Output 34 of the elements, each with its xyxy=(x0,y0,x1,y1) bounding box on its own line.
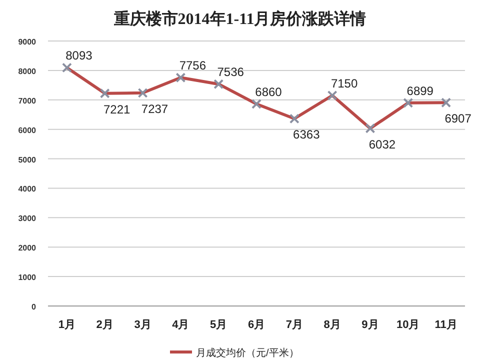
data-label: 6899 xyxy=(406,84,434,98)
y-tick-label: 6000 xyxy=(18,126,37,135)
data-label: 7536 xyxy=(217,65,244,80)
data-label: 6032 xyxy=(368,137,396,152)
x-tick-label: 7月 xyxy=(286,319,303,331)
y-tick-label: 8000 xyxy=(18,66,37,76)
data-label: 6860 xyxy=(255,85,282,100)
data-label: 6907 xyxy=(444,112,472,126)
data-label: 7221 xyxy=(104,102,131,116)
data-label: 8093 xyxy=(66,48,93,63)
data-label: 7150 xyxy=(330,76,358,90)
x-tick-label: 10月 xyxy=(396,319,420,331)
y-tick-label: 0 xyxy=(32,302,37,312)
x-tick-label: 4月 xyxy=(172,319,190,331)
x-tick-label: 3月 xyxy=(134,319,152,331)
x-tick-label: 1月 xyxy=(58,319,76,331)
data-label: 7237 xyxy=(141,102,168,116)
x-tick-label: 6月 xyxy=(248,319,266,331)
y-tick-label: 7000 xyxy=(18,96,37,106)
data-label: 7756 xyxy=(179,58,206,73)
x-tick-label: 9月 xyxy=(362,319,379,331)
legend-label: 月成交均价（元/平米） xyxy=(196,347,299,359)
y-tick-label: 5000 xyxy=(18,155,37,164)
x-tick-label: 11月 xyxy=(434,319,458,331)
y-tick-label: 3000 xyxy=(18,214,37,224)
y-tick-label: 2000 xyxy=(18,244,37,253)
x-tick-label: 8月 xyxy=(324,319,341,331)
y-tick-label: 1000 xyxy=(18,273,37,282)
x-tick-label: 5月 xyxy=(210,319,228,331)
x-tick-label: 2月 xyxy=(96,319,114,331)
chart-title: 重庆楼市2014年1-11月房价涨跌详情 xyxy=(112,9,366,28)
y-tick-label: 9000 xyxy=(18,38,37,46)
data-label: 6363 xyxy=(293,128,320,142)
y-tick-label: 4000 xyxy=(18,184,37,194)
